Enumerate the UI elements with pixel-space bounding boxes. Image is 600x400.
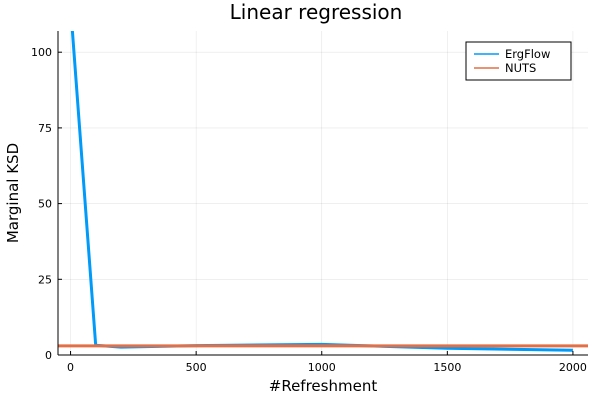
x-tick-label: 1500	[433, 361, 461, 374]
y-tick-label: 75	[38, 122, 52, 135]
y-ticks: 0 25 50 75 100	[31, 46, 62, 362]
x-ticks: 0 500 1000 1500 2000	[67, 351, 587, 374]
x-axis-title: #Refreshment	[269, 377, 378, 395]
legend-box	[465, 41, 572, 81]
y-tick-label: 0	[45, 349, 52, 362]
x-tick-label: 2000	[559, 361, 587, 374]
chart-title: Linear regression	[230, 0, 403, 24]
series-layer	[58, 31, 588, 352]
legend-label: ErgFlow	[505, 47, 550, 61]
x-tick-label: 500	[186, 361, 207, 374]
x-tick-label: 1000	[308, 361, 336, 374]
y-tick-label: 25	[38, 273, 52, 286]
x-tick-label: 0	[67, 361, 74, 374]
y-axis-title: Marginal KSD	[4, 143, 22, 243]
legend-label: NUTS	[505, 61, 536, 75]
y-tick-label: 50	[38, 198, 52, 211]
y-tick-label: 100	[31, 46, 52, 59]
